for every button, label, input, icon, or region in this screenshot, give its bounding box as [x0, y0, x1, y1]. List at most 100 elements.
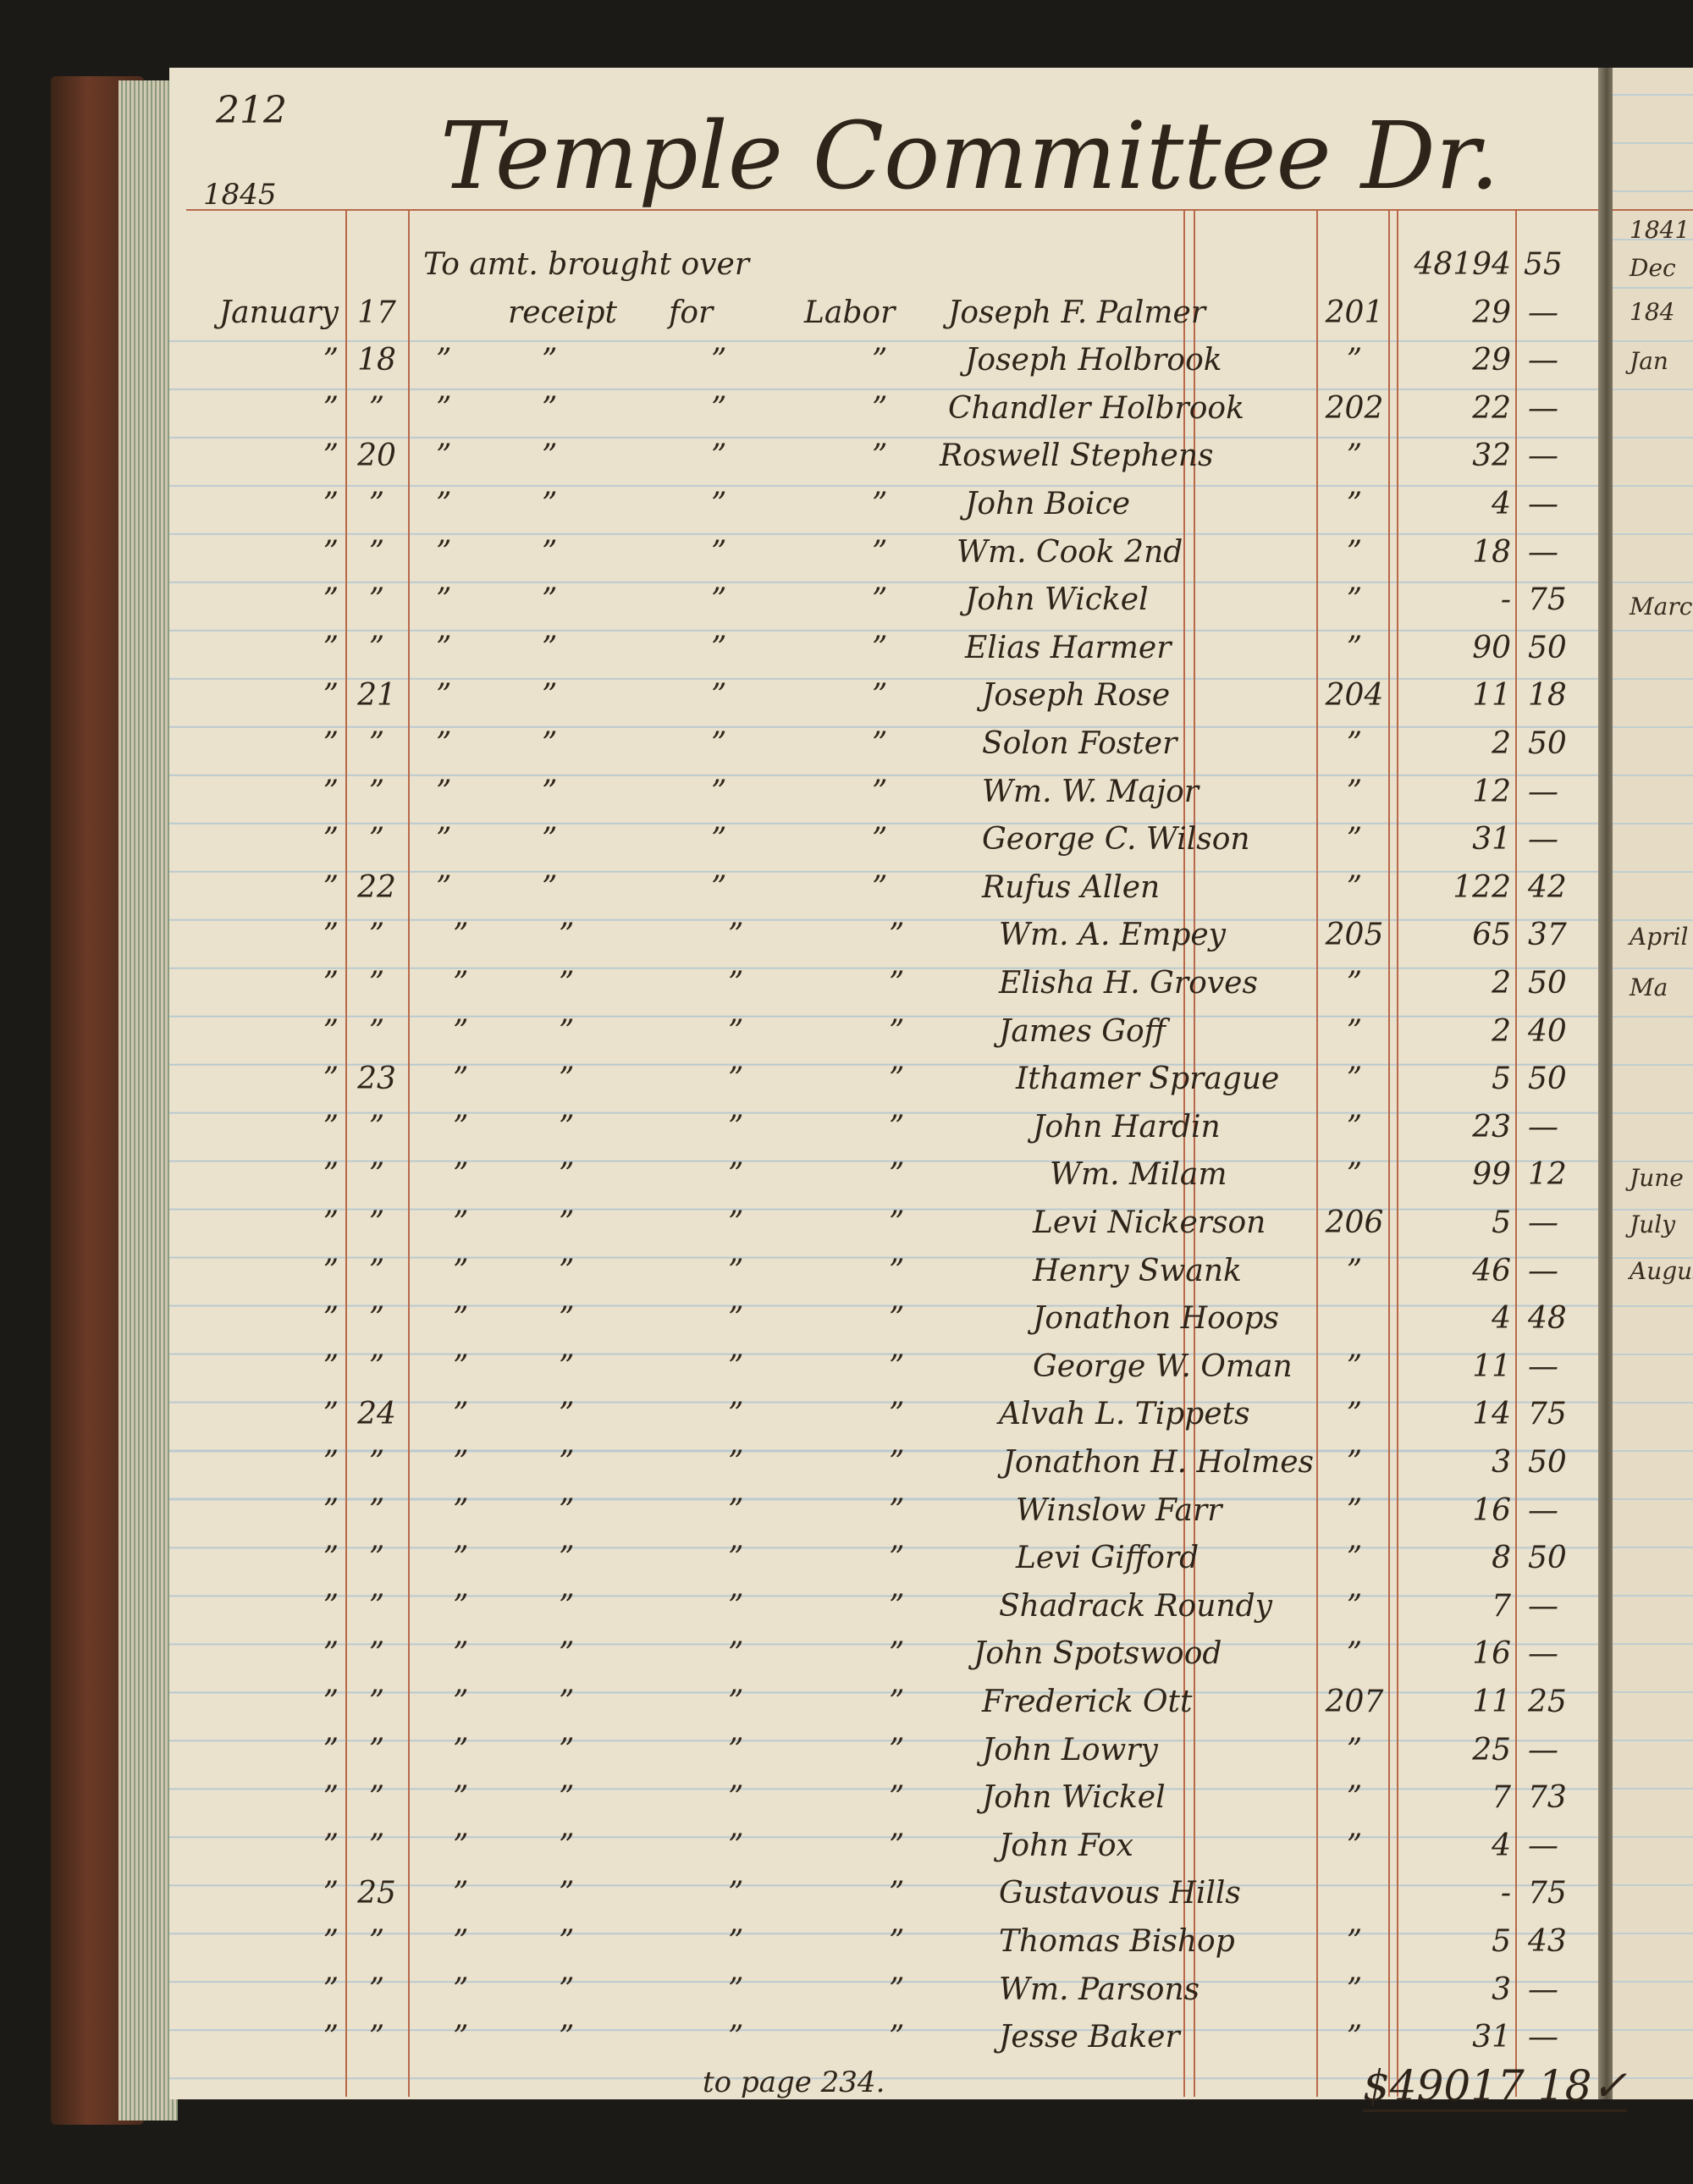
entry-description-ditto: ” — [559, 1301, 575, 1337]
entry-description-ditto: ” — [559, 1685, 575, 1719]
page-number: 212 — [216, 89, 287, 132]
entry-day: 25 — [357, 1876, 396, 1911]
entry-description-ditto: ” — [542, 438, 558, 474]
entry-description-ditto: ” — [453, 1924, 469, 1959]
entry-cents: — — [1528, 1732, 1558, 1768]
entry-cents: — — [1528, 390, 1558, 426]
entry-description-ditto: ” — [559, 966, 575, 1001]
entry-description-ditto: ” — [889, 1109, 905, 1144]
entry-name: John Wickel — [965, 582, 1149, 618]
entry-cents: — — [1528, 822, 1558, 858]
entry-dollars: 12 — [1472, 774, 1511, 809]
entry-month: ” — [323, 1588, 339, 1624]
entry-day: ” — [368, 1732, 385, 1768]
entry-description-ditto: ” — [542, 487, 558, 521]
facing-page-fragment: Ma — [1630, 973, 1668, 1001]
entry-folio: ” — [1346, 1492, 1363, 1528]
entry-name: Wm. Parsons — [999, 1972, 1200, 2007]
entry-description-ditto: ” — [559, 2020, 575, 2055]
entry-description-ditto: ” — [872, 822, 888, 858]
entry-cents: — — [1528, 2020, 1558, 2055]
entry-description-ditto: ” — [436, 774, 452, 809]
entry-folio: ” — [1346, 726, 1363, 761]
entry-name: Alvah L. Tippets — [999, 1397, 1250, 1432]
entry-dollars: 3 — [1492, 1972, 1511, 2007]
entry-day: ” — [368, 534, 385, 570]
entry-description-ditto: ” — [453, 1492, 469, 1528]
entry-name: Elias Harmer — [965, 630, 1172, 665]
description-divider-b — [1194, 209, 1195, 2097]
entry-description-ditto: ” — [453, 1157, 469, 1193]
entry-day: ” — [368, 1828, 385, 1863]
entry-description-ditto: ” — [889, 1492, 905, 1528]
month-day-divider — [345, 209, 347, 2097]
entry-cents: — — [1528, 1205, 1558, 1240]
entry-day: ” — [368, 1205, 385, 1240]
entry-description-item: receipt — [508, 295, 618, 330]
entry-month: ” — [323, 1828, 339, 1863]
entry-description-ditto: ” — [453, 1013, 469, 1049]
entry-description-ditto: ” — [711, 487, 727, 521]
entry-description-ditto: ” — [728, 966, 744, 1001]
entry-name: Solon Foster — [982, 726, 1177, 761]
entry-dollars: - — [1500, 1876, 1511, 1911]
entry-day: ” — [368, 582, 385, 618]
entry-day: ” — [368, 1972, 385, 2007]
entry-name: James Goff — [999, 1013, 1166, 1049]
entry-folio: ” — [1346, 1348, 1363, 1384]
entry-month: ” — [323, 918, 339, 953]
entry-dollars: 31 — [1472, 2020, 1511, 2055]
entry-description-ditto: ” — [436, 726, 452, 761]
entry-day: ” — [368, 1013, 385, 1049]
entry-description-ditto: ” — [453, 1828, 469, 1863]
entry-description-ditto: ” — [889, 1445, 905, 1480]
entry-month: ” — [323, 390, 339, 426]
entry-folio: ” — [1346, 1588, 1363, 1624]
entry-day: ” — [368, 1157, 385, 1193]
entry-name: Levi Gifford — [1016, 1541, 1199, 1576]
entry-description-ditto: ” — [559, 1541, 575, 1576]
entry-day: ” — [368, 1301, 385, 1337]
entry-description-ditto: ” — [872, 678, 888, 714]
entry-folio: ” — [1346, 1636, 1363, 1672]
entry-description-ditto: ” — [453, 1876, 469, 1911]
entry-description-ditto: ” — [559, 1253, 575, 1288]
entry-description-ditto: ” — [889, 1253, 905, 1288]
entry-description-ditto: ” — [889, 1876, 905, 1911]
entry-description-ditto: ” — [542, 534, 558, 570]
entry-description-ditto: ” — [711, 774, 727, 809]
entry-folio: ” — [1346, 1445, 1363, 1480]
entry-description-ditto: ” — [889, 1348, 905, 1384]
facing-page-fragment: 184 — [1630, 298, 1675, 326]
entry-name: John Lowry — [982, 1732, 1158, 1768]
entry-description-ditto: ” — [559, 1588, 575, 1624]
entry-folio: ” — [1346, 2020, 1363, 2055]
entry-description-ditto: ” — [542, 630, 558, 665]
amount-divider-b — [1397, 209, 1398, 2097]
entry-description-ditto: ” — [872, 582, 888, 618]
entry-dollars: 2 — [1492, 726, 1511, 761]
entry-dollars: 65 — [1472, 918, 1511, 953]
entry-cents: 50 — [1528, 966, 1567, 1001]
entry-description-ditto: ” — [453, 1109, 469, 1144]
page-title: Temple Committee Dr. — [440, 102, 1500, 210]
entry-folio: ” — [1346, 1541, 1363, 1576]
entry-folio: ” — [1346, 822, 1363, 858]
entry-description-ditto: ” — [453, 1780, 469, 1816]
entry-folio: ” — [1346, 1397, 1363, 1432]
entry-description-ditto: ” — [889, 1828, 905, 1863]
entry-description-ditto: ” — [889, 1636, 905, 1672]
entry-cents: 43 — [1528, 1924, 1567, 1959]
entry-name: John Boice — [965, 487, 1131, 521]
entry-description-ditto: ” — [542, 774, 558, 809]
entry-description-ditto: ” — [436, 487, 452, 521]
entry-description-ditto: ” — [728, 1013, 744, 1049]
entry-description-ditto: ” — [436, 438, 452, 474]
entry-day: 18 — [357, 343, 396, 378]
entry-cents: — — [1528, 1972, 1558, 2007]
entry-dollars: 99 — [1472, 1157, 1511, 1193]
facing-page-fragment: 1841 — [1630, 216, 1690, 244]
entry-description-type: Labor — [804, 295, 896, 330]
entry-month: ” — [323, 966, 339, 1001]
entry-folio: 205 — [1325, 918, 1384, 953]
